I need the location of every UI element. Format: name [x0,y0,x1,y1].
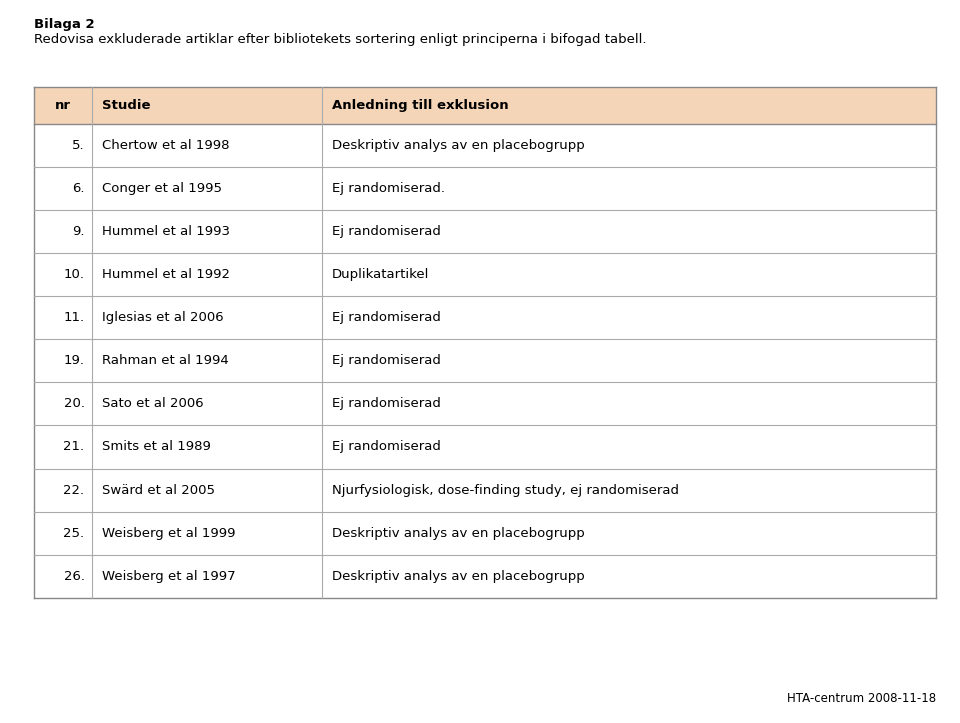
Text: Iglesias et al 2006: Iglesias et al 2006 [102,312,224,325]
Text: 19.: 19. [63,354,84,367]
Text: nr: nr [55,99,71,112]
Text: Studie: Studie [102,99,151,112]
Text: 6.: 6. [72,182,84,195]
Text: Swärd et al 2005: Swärd et al 2005 [102,484,215,497]
Text: 22.: 22. [63,484,84,497]
Text: Ej randomiserad: Ej randomiserad [332,398,441,411]
Text: 9.: 9. [72,226,84,239]
Text: Hummel et al 1993: Hummel et al 1993 [102,226,229,239]
Text: 20.: 20. [63,398,84,411]
Text: Weisberg et al 1997: Weisberg et al 1997 [102,570,235,583]
Text: 10.: 10. [63,268,84,281]
Text: 5.: 5. [72,140,84,153]
Text: Smits et al 1989: Smits et al 1989 [102,440,211,453]
Text: HTA-centrum 2008-11-18: HTA-centrum 2008-11-18 [787,692,936,705]
Text: 11.: 11. [63,312,84,325]
Text: Deskriptiv analys av en placebogrupp: Deskriptiv analys av en placebogrupp [332,570,585,583]
Text: Anledning till exklusion: Anledning till exklusion [332,99,509,112]
Text: 26.: 26. [63,570,84,583]
Text: Chertow et al 1998: Chertow et al 1998 [102,140,229,153]
Text: Ej randomiserad: Ej randomiserad [332,354,441,367]
Text: Duplikatartikel: Duplikatartikel [332,268,429,281]
Text: 25.: 25. [63,526,84,539]
Text: Deskriptiv analys av en placebogrupp: Deskriptiv analys av en placebogrupp [332,140,585,153]
Text: Njurfysiologisk, dose-finding study, ej randomiserad: Njurfysiologisk, dose-finding study, ej … [332,484,679,497]
Text: 21.: 21. [63,440,84,453]
Text: Redovisa exkluderade artiklar efter bibliotekets sortering enligt principerna i : Redovisa exkluderade artiklar efter bibl… [34,33,646,46]
Text: Conger et al 1995: Conger et al 1995 [102,182,222,195]
Text: Weisberg et al 1999: Weisberg et al 1999 [102,526,235,539]
Text: Sato et al 2006: Sato et al 2006 [102,398,204,411]
Text: Ej randomiserad: Ej randomiserad [332,440,441,453]
Text: Ej randomiserad: Ej randomiserad [332,312,441,325]
Text: Ej randomiserad.: Ej randomiserad. [332,182,445,195]
Text: Deskriptiv analys av en placebogrupp: Deskriptiv analys av en placebogrupp [332,526,585,539]
Text: Hummel et al 1992: Hummel et al 1992 [102,268,229,281]
Text: Rahman et al 1994: Rahman et al 1994 [102,354,228,367]
Text: Bilaga 2: Bilaga 2 [34,18,94,31]
Text: Ej randomiserad: Ej randomiserad [332,226,441,239]
